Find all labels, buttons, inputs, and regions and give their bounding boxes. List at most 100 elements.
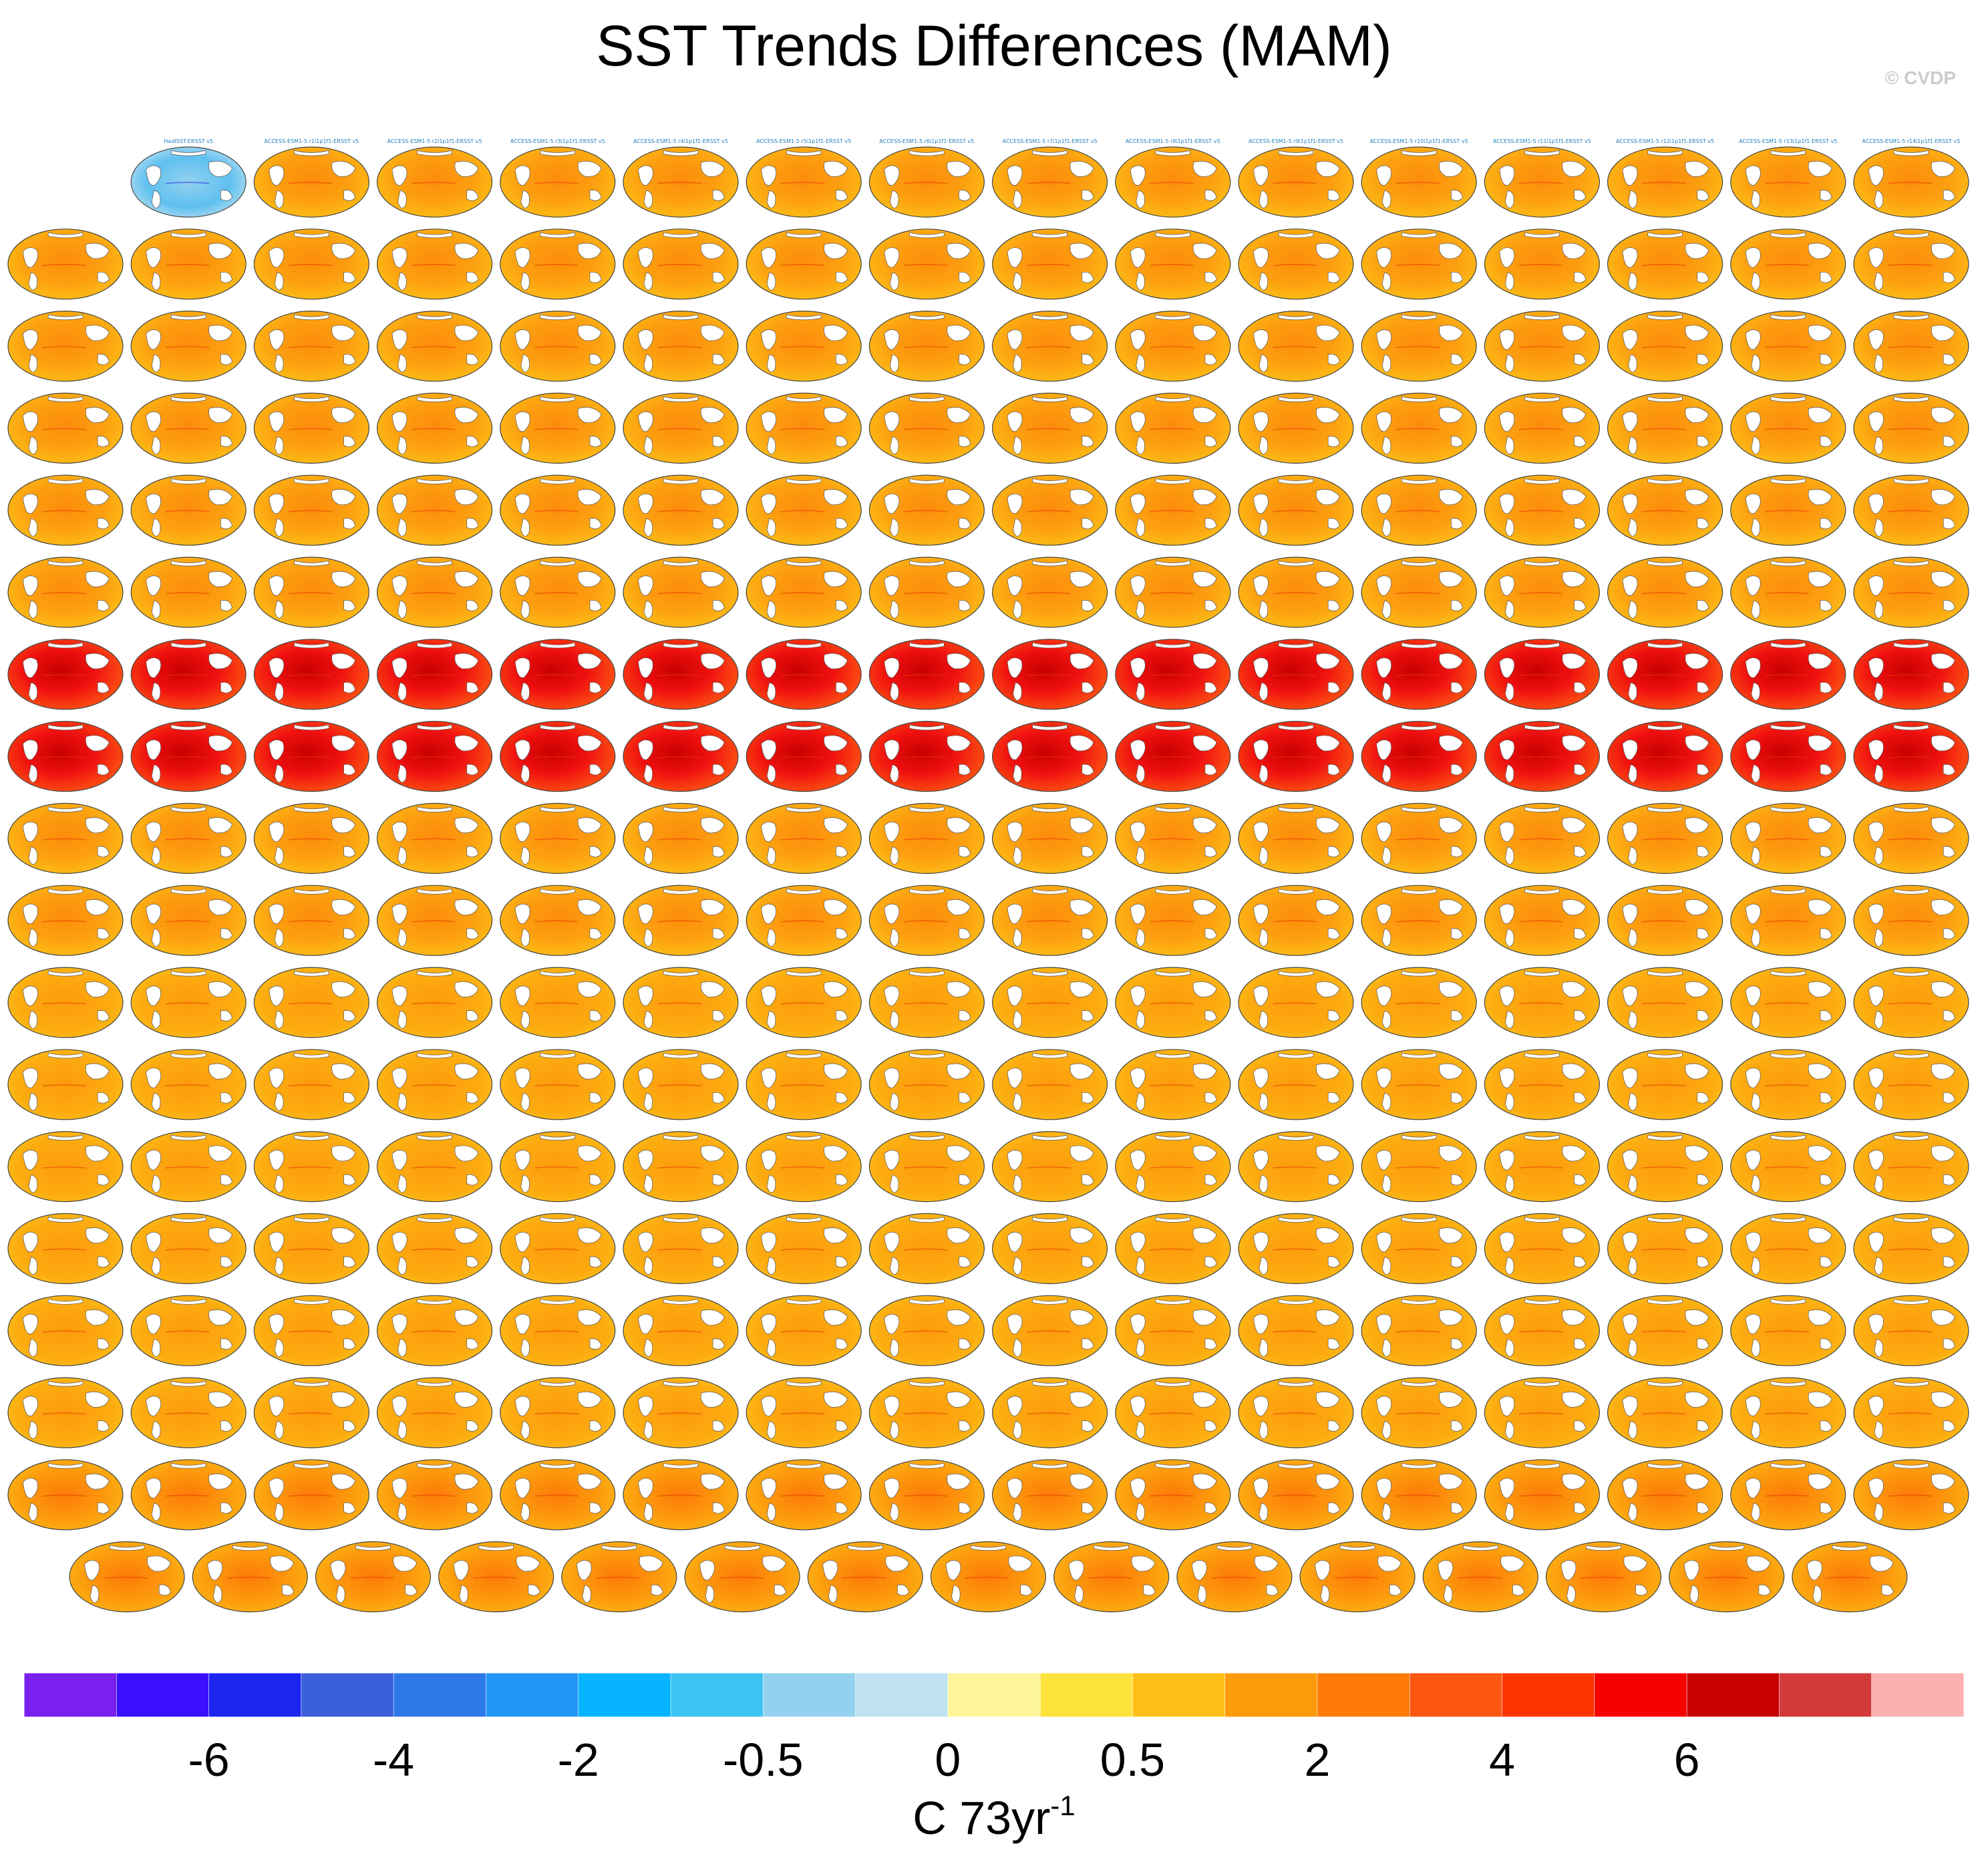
land-mass (331, 1473, 356, 1490)
land-mass (1032, 1217, 1067, 1223)
land-mass (294, 1217, 329, 1223)
land-mass (540, 232, 575, 239)
land-mass (1647, 1299, 1683, 1305)
land-mass (824, 653, 848, 669)
equatorial-band (965, 1576, 1009, 1579)
map-panel (7, 1213, 124, 1285)
land-mass (712, 682, 725, 693)
land-mass (766, 764, 776, 783)
equatorial-band (1395, 1084, 1440, 1087)
map-panel: ACCESS-ESM1-5 r14i1p1f1-ERSST v5 (1853, 138, 1969, 218)
land-mass (220, 846, 232, 858)
equatorial-band (1642, 674, 1686, 677)
land-mass (959, 518, 971, 529)
land-mass (1524, 724, 1560, 731)
land-mass (909, 314, 945, 321)
land-mass (1376, 575, 1392, 596)
land-mass (1315, 981, 1340, 997)
map-panel: ACCESS-ESM1-5 r12i1p1f1-ERSST v5 (1607, 138, 1723, 218)
land-mass (1574, 1503, 1587, 1514)
land-mass (1524, 1134, 1560, 1141)
land-mass (1032, 314, 1067, 321)
equatorial-band (1027, 510, 1071, 512)
land-mass (514, 575, 530, 596)
map-panel (500, 885, 616, 956)
land-mass (146, 165, 162, 186)
land-mass (1381, 846, 1391, 865)
land-mass (1069, 1309, 1094, 1326)
land-mass (1697, 190, 1709, 201)
land-mass (971, 1545, 1006, 1551)
map-panel (746, 1295, 862, 1366)
land-mass (1562, 571, 1587, 587)
land-mass (889, 1257, 899, 1275)
units-exponent: -1 (1050, 1790, 1075, 1821)
land-mass (947, 1145, 971, 1162)
land-mass (589, 682, 602, 693)
map-panel (1607, 1049, 1723, 1120)
equatorial-band (719, 1576, 764, 1579)
colorbar-swatch (208, 1672, 302, 1718)
land-mass (1697, 1420, 1709, 1432)
equatorial-band (411, 182, 456, 184)
equatorial-band (104, 1576, 148, 1579)
equatorial-band (780, 264, 825, 267)
equatorial-band (1826, 1576, 1870, 1579)
panel-title: ACCESS-ESM1-5 r10i1p1f1-ERSST v5 (1370, 138, 1468, 144)
map-panel (1238, 1213, 1354, 1285)
map-panel (1361, 1049, 1477, 1120)
land-mass (712, 1256, 725, 1268)
land-mass (1499, 411, 1515, 432)
land-mass (1868, 1068, 1884, 1088)
land-mass (208, 1473, 232, 1490)
land-mass (836, 518, 848, 529)
map-panel (1484, 639, 1600, 710)
land-mass (637, 1478, 653, 1499)
land-mass (397, 1420, 407, 1439)
land-mass (274, 600, 284, 619)
land-mass (1278, 970, 1314, 977)
land-mass (405, 1584, 418, 1596)
land-mass (274, 354, 284, 373)
land-mass (643, 1092, 653, 1111)
land-mass (1808, 489, 1832, 505)
land-mass (1868, 411, 1884, 432)
land-mass (1381, 354, 1391, 373)
land-mass (85, 899, 110, 915)
land-mass (824, 1145, 848, 1162)
land-mass (1253, 329, 1269, 350)
map-panel (623, 557, 739, 628)
equatorial-band (780, 182, 825, 184)
land-mass (824, 735, 848, 752)
land-mass (1943, 846, 1955, 858)
land-mass (208, 489, 232, 505)
land-mass (712, 436, 725, 448)
land-mass (466, 1010, 479, 1022)
land-mass (1647, 724, 1683, 731)
land-mass (269, 411, 285, 432)
land-mass (1376, 821, 1392, 842)
land-mass (959, 190, 971, 201)
land-mass (1628, 1257, 1637, 1275)
land-mass (1069, 899, 1094, 915)
land-mass (269, 1396, 285, 1416)
land-mass (712, 846, 725, 858)
land-mass (151, 518, 161, 536)
equatorial-band (1642, 592, 1686, 595)
land-mass (274, 1338, 284, 1357)
equatorial-band (288, 264, 333, 267)
map-panel: ACCESS-ESM1-5 r5i1p1f1-ERSST v5 (746, 138, 862, 218)
land-mass (577, 160, 602, 177)
land-mass (1155, 1217, 1190, 1223)
land-mass (1327, 846, 1340, 858)
map-panel (253, 474, 369, 546)
map-panel (746, 557, 862, 628)
map-panel (991, 720, 1108, 792)
land-mass (1628, 1503, 1637, 1521)
equatorial-band (1273, 345, 1317, 348)
map-panel (1853, 639, 1969, 710)
land-mass (643, 1010, 653, 1029)
land-mass (391, 1150, 407, 1171)
land-mass (1013, 682, 1022, 701)
equatorial-band (1395, 674, 1440, 677)
